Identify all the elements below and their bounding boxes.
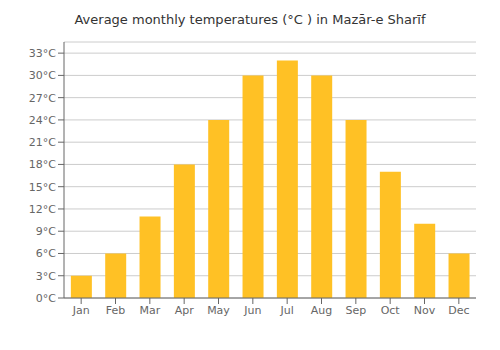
svg-text:30°C: 30°C [29,69,56,82]
svg-text:12°C: 12°C [29,203,56,216]
svg-text:9°C: 9°C [36,225,56,238]
svg-text:Feb: Feb [106,304,125,317]
svg-text:Sep: Sep [345,304,366,317]
svg-text:Oct: Oct [381,304,401,317]
svg-text:0°C: 0°C [36,292,56,305]
svg-text:21°C: 21°C [29,136,56,149]
svg-text:3°C: 3°C [36,270,56,283]
svg-text:6°C: 6°C [36,247,56,260]
html-text:Average monthly temperatures (: Average monthly temperatures (°C ) in Ma… [74,12,426,27]
svg-text:Dec: Dec [448,304,469,317]
svg-text:15°C: 15°C [29,181,56,194]
svg-text:Aug: Aug [311,304,332,317]
svg-text:Apr: Apr [175,304,195,317]
svg-text:Jun: Jun [243,304,261,317]
svg-text:27°C: 27°C [29,92,56,105]
svg-text:18°C: 18°C [29,158,56,171]
svg-text:Nov: Nov [414,304,436,317]
svg-text:May: May [207,304,230,317]
svg-text:33°C: 33°C [29,47,56,60]
svg-text:24°C: 24°C [29,114,56,127]
svg-text:Jul: Jul [280,304,294,317]
svg-text:Mar: Mar [139,304,160,317]
svg-text:Jan: Jan [72,304,90,317]
